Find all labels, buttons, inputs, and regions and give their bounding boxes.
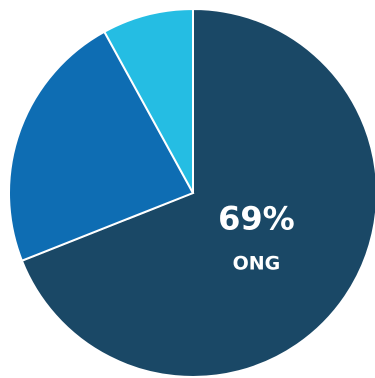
pie-slice-1 xyxy=(20,7,375,378)
pie-slice-2 xyxy=(8,30,195,263)
slice-category-label: ONG xyxy=(233,252,281,274)
slice-value-label: 69% xyxy=(218,199,295,237)
pie-slice-3 xyxy=(102,7,194,194)
